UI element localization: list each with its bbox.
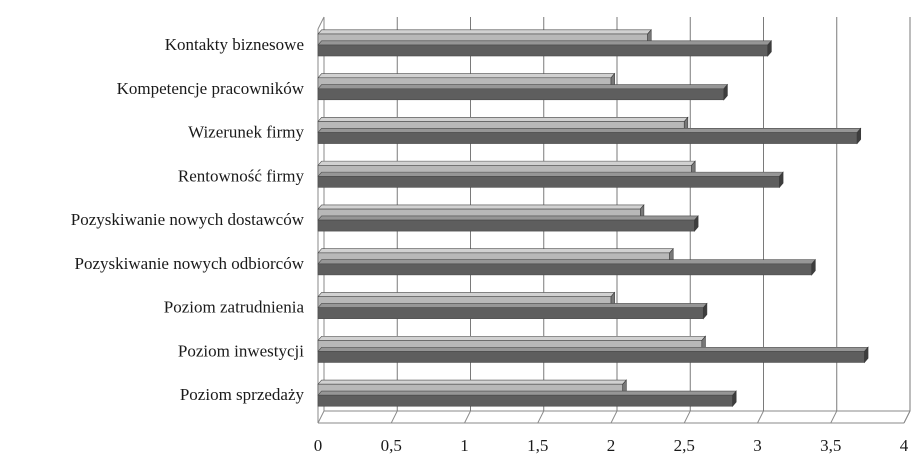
category-label: Pozyskiwanie nowych dostawców xyxy=(71,210,305,229)
bar-end-face xyxy=(811,258,816,276)
left-wall-top-edge xyxy=(317,16,325,30)
gridline-floor xyxy=(830,410,838,424)
bar xyxy=(317,116,689,134)
gridline-floor xyxy=(537,410,545,424)
gridline-floor xyxy=(464,410,471,424)
x-tick-label: 4 xyxy=(900,436,909,455)
bar-top-face xyxy=(317,160,696,166)
bar-front-face xyxy=(317,132,858,144)
gridline-floor xyxy=(683,410,691,424)
bar-end-face xyxy=(779,171,784,189)
x-tick-label: 1 xyxy=(460,436,469,455)
category-label: Kontakty biznesowe xyxy=(165,35,304,54)
bar-top-face xyxy=(317,117,689,122)
bar-top-face xyxy=(317,248,674,254)
bar-top-face xyxy=(317,204,645,210)
bar-end-face xyxy=(702,302,708,320)
category-label: Pozyskiwanie nowych odbiorców xyxy=(75,254,305,273)
x-tick-label: 2 xyxy=(607,436,616,455)
bar xyxy=(317,127,862,145)
bar-front-face xyxy=(317,219,695,232)
bar xyxy=(317,204,645,221)
bar xyxy=(317,171,784,189)
category-label: Kompetencje pracowników xyxy=(117,79,305,98)
x-tick-label: 1,5 xyxy=(527,436,548,455)
x-tick-label: 2,5 xyxy=(674,436,695,455)
bar-front-face xyxy=(317,263,813,276)
gridline-floor xyxy=(757,410,764,424)
floor-left-edge xyxy=(317,410,325,424)
bar xyxy=(317,258,816,276)
bar-top-face xyxy=(317,390,737,396)
bar-top-face xyxy=(317,379,627,385)
x-tick-label: 0,5 xyxy=(381,436,402,455)
bar-front-face xyxy=(317,351,865,363)
bar-top-face xyxy=(317,215,699,221)
category-label: Rentowność firmy xyxy=(178,166,305,185)
gridline-floor xyxy=(903,410,911,424)
bar-top-face xyxy=(317,40,773,46)
x-tick-label: 3,5 xyxy=(820,436,841,455)
bar-top-face xyxy=(317,128,862,133)
bar-top-face xyxy=(317,171,784,177)
gridline-floor xyxy=(390,410,398,424)
bar-front-face xyxy=(317,307,704,319)
bar-end-face xyxy=(864,346,869,364)
bar xyxy=(317,247,674,265)
bar-top-face xyxy=(317,259,816,265)
category-label: Poziom sprzedaży xyxy=(180,385,305,404)
bar-top-face xyxy=(317,335,707,341)
bar-front-face xyxy=(317,394,733,407)
x-tick-label: 0 xyxy=(314,436,323,455)
bar-end-face xyxy=(767,39,772,57)
bar xyxy=(317,390,737,408)
bar-front-face xyxy=(317,176,780,188)
bar-top-face xyxy=(317,346,869,352)
bars xyxy=(317,28,869,408)
category-label: Wizerunek firmy xyxy=(188,123,304,142)
bar xyxy=(317,72,616,90)
bar-end-face xyxy=(732,390,737,408)
category-labels: Kontakty biznesowe Kompetencje pracownikó… xyxy=(71,35,305,404)
bar xyxy=(317,302,708,320)
bar-top-face xyxy=(317,29,652,35)
category-label: Poziom zatrudnienia xyxy=(164,298,305,317)
bar xyxy=(317,83,729,101)
bar xyxy=(317,346,869,364)
x-tick-label: 3 xyxy=(753,436,762,455)
bar-top-face xyxy=(317,303,708,308)
bar-end-face xyxy=(856,127,862,145)
bar-front-face xyxy=(317,44,769,57)
bar-end-face xyxy=(694,215,699,232)
bar xyxy=(317,291,616,309)
bar xyxy=(317,215,699,232)
bar-top-face xyxy=(317,292,616,297)
x-tick-labels: 0 0,5 1 1,5 2 2,5 3 3,5 4 xyxy=(314,436,909,455)
bar xyxy=(317,39,773,57)
bar-top-face xyxy=(317,84,729,90)
category-label: Poziom inwestycji xyxy=(178,341,304,360)
gridline-floor xyxy=(610,410,618,424)
bar-end-face xyxy=(723,83,728,101)
bar-front-face xyxy=(317,88,725,101)
bar-top-face xyxy=(317,73,616,79)
